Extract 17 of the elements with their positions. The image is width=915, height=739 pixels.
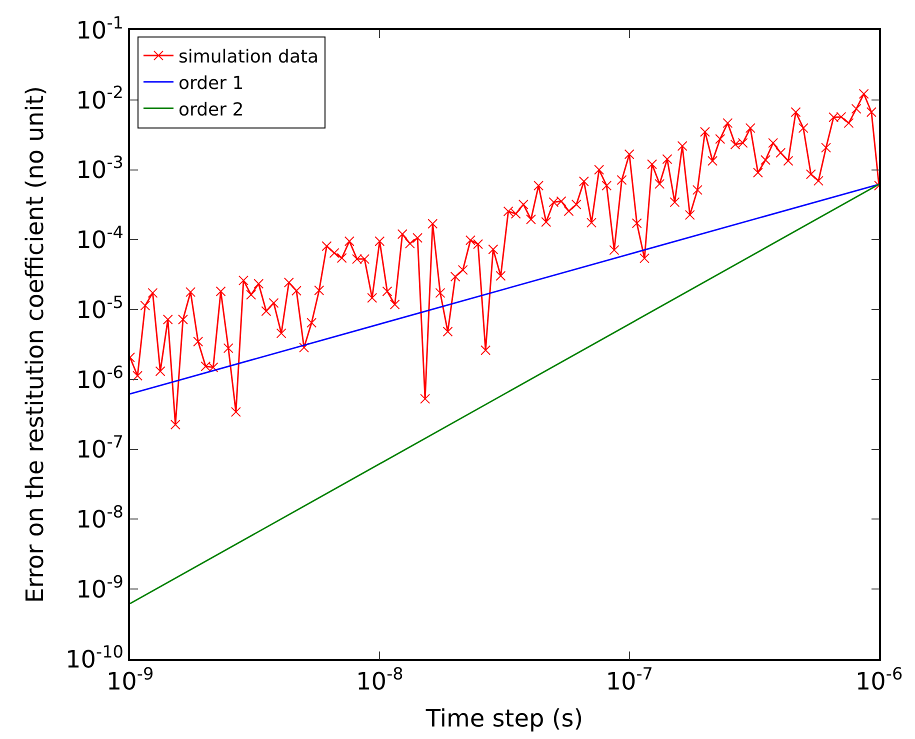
legend-label: order 1 [178, 72, 244, 94]
x-tick-label: 10$^{-7}$ [606, 663, 653, 696]
y-tick-label: 10$^{-1}$ [76, 12, 124, 44]
legend-label: simulation data [178, 46, 319, 68]
x-axis-title: Time step (s) [424, 704, 584, 732]
y-tick-label: 10$^{-2}$ [76, 82, 124, 114]
y-tick-label: 10$^{-6}$ [76, 362, 124, 394]
y-tick-label: 10$^{-9}$ [76, 571, 124, 604]
legend-label: order 2 [178, 99, 244, 120]
y-tick-label: 10$^{-4}$ [76, 222, 124, 254]
y-axis-title: Error on the restitution coefficient (no unit) [21, 86, 50, 604]
y-tick-label: 10$^{-5}$ [76, 292, 124, 324]
y-tick-label: 10$^{-3}$ [76, 152, 124, 184]
y-tick-label: 10$^{-7}$ [76, 432, 124, 464]
x-tick-label: 10$^{-6}$ [855, 663, 903, 696]
x-tick-label: 10$^{-8}$ [356, 663, 404, 696]
y-tick-label: 10$^{-8}$ [76, 502, 124, 534]
